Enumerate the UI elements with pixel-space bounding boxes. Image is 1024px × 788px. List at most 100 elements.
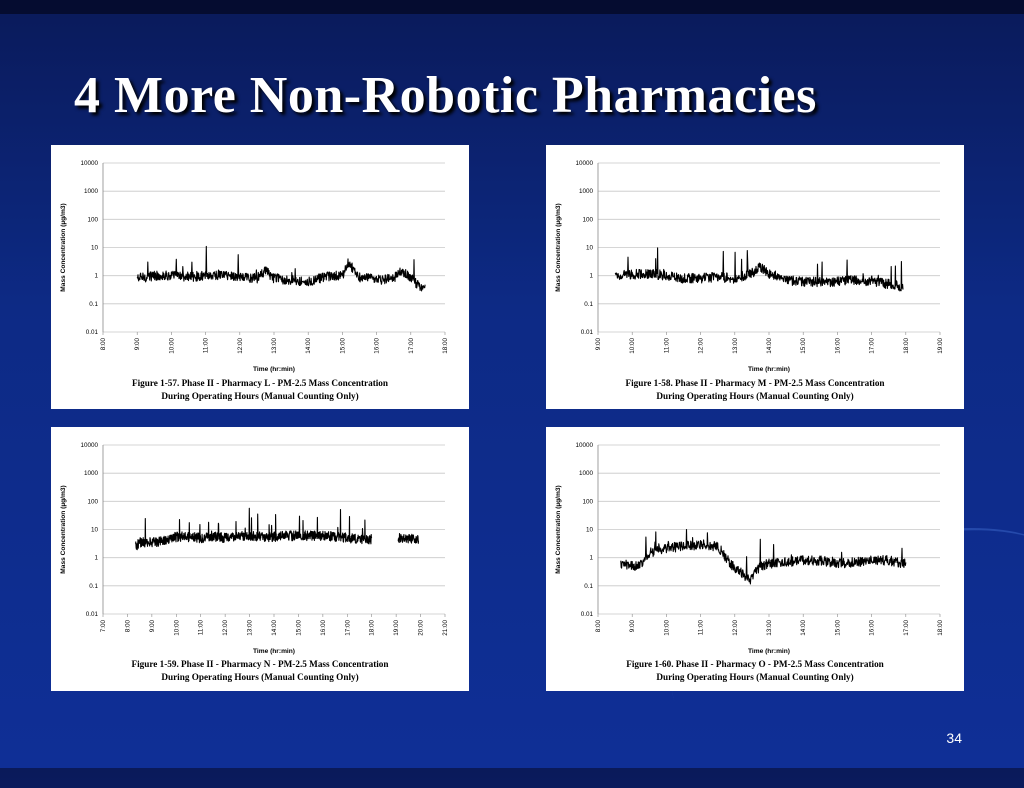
- y-tick-label: 0.01: [86, 611, 99, 618]
- top-bar: [0, 0, 1024, 14]
- caption-line-2: During Operating Hours (Manual Counting …: [656, 672, 854, 682]
- y-tick-label: 1: [589, 555, 593, 562]
- y-tick-label: 100: [87, 498, 98, 505]
- x-tick-label: 18:00: [903, 338, 910, 354]
- x-tick-label: 13:00: [732, 338, 739, 354]
- chart-panel-4: 10000 1000 100 10 1 0.1 0.01 8:00 9:00 10:00 11:00…: [546, 427, 964, 691]
- y-tick-label: 10: [586, 527, 594, 534]
- y-axis-label: Mass Concentration (µg/m3): [555, 485, 562, 573]
- x-tick-label: 14:00: [800, 620, 807, 636]
- y-tick-label: 0.01: [581, 611, 594, 618]
- x-tick-label: 19:00: [937, 338, 944, 354]
- chart-caption-1: Figure 1-57. Phase II - Pharmacy L - PM-…: [51, 377, 469, 403]
- caption-line-1: Figure 1-57. Phase II - Pharmacy L - PM-…: [131, 378, 389, 388]
- page-number: 34: [946, 730, 962, 746]
- chart-panel-3: 10000 1000 100 10 1 0.1 0.01 7:00 8:00 9:00 10:00 1…: [51, 427, 469, 691]
- y-tick-label: 100: [582, 498, 593, 505]
- y-tick-label: 0.1: [89, 301, 98, 308]
- y-tick-label: 10000: [575, 442, 593, 449]
- x-tick-label: 17:00: [408, 338, 415, 354]
- x-tick-label: 11:00: [698, 620, 705, 636]
- y-tick-label: 1: [94, 273, 98, 280]
- chart-svg-4: 10000 1000 100 10 1 0.1 0.018:00 9:00 10:00 11:00…: [555, 442, 944, 655]
- x-tick-label: 10:00: [629, 338, 636, 354]
- y-tick-label: 0.1: [584, 583, 593, 590]
- x-tick-label: 15:00: [800, 338, 807, 354]
- x-axis-label: Time (hr:min): [253, 648, 295, 655]
- y-axis-label: Mass Concentration (µg/m3): [555, 203, 562, 291]
- x-tick-label: 10:00: [168, 338, 175, 354]
- x-tick-label: 13:00: [271, 338, 278, 354]
- chart-panel-1: 10000 1000 100 10 1 0.1 0.01 8:00 9:00 10:00 11:00…: [51, 145, 469, 409]
- chart-panel-2: 10000 1000 100 10 1 0.1 0.01 9:00 10:00 11:00 12:0…: [546, 145, 964, 409]
- x-tick-label: 14:00: [766, 338, 773, 354]
- caption-line-2: During Operating Hours (Manual Counting …: [161, 672, 359, 682]
- x-tick-label: 21:00: [442, 620, 449, 636]
- x-tick-label: 11:00: [198, 620, 205, 636]
- caption-line-2: During Operating Hours (Manual Counting …: [656, 391, 854, 401]
- y-tick-label: 0.1: [584, 301, 593, 308]
- y-tick-label: 1000: [84, 470, 99, 477]
- x-tick-label: 7:00: [100, 620, 107, 633]
- caption-line-1: Figure 1-60. Phase II - Pharmacy O - PM-…: [626, 659, 884, 669]
- caption-line-1: Figure 1-59. Phase II - Pharmacy N - PM-…: [131, 659, 389, 669]
- y-tick-label: 0.01: [581, 329, 594, 336]
- y-tick-label: 10000: [80, 160, 98, 167]
- y-axis-label: Mass Concentration (µg/m3): [60, 203, 67, 291]
- chart-caption-2: Figure 1-58. Phase II - Pharmacy M - PM-…: [546, 377, 964, 403]
- chart-svg-1: 10000 1000 100 10 1 0.1 0.018:00 9:00 10:00 11:00…: [60, 160, 449, 373]
- y-tick-label: 10: [586, 245, 594, 252]
- x-tick-label: 17:00: [344, 620, 351, 636]
- y-tick-label: 100: [582, 216, 593, 223]
- y-tick-label: 1000: [579, 188, 594, 195]
- x-tick-label: 9:00: [629, 620, 636, 633]
- x-tick-label: 16:00: [320, 620, 327, 636]
- x-tick-label: 15:00: [295, 620, 302, 636]
- x-axis-label: Time (hr:min): [748, 648, 790, 655]
- x-tick-label: 11:00: [663, 338, 670, 354]
- x-tick-label: 18:00: [937, 620, 944, 636]
- x-tick-label: 15:00: [834, 620, 841, 636]
- x-tick-label: 16:00: [869, 620, 876, 636]
- x-tick-label: 19:00: [393, 620, 400, 636]
- y-tick-label: 0.01: [86, 329, 99, 336]
- chart-caption-3: Figure 1-59. Phase II - Pharmacy N - PM-…: [51, 658, 469, 684]
- x-tick-label: 10:00: [173, 620, 180, 636]
- chart-svg-2: 10000 1000 100 10 1 0.1 0.019:00 10:00 11:00 12:0…: [555, 160, 944, 373]
- y-tick-label: 10000: [575, 160, 593, 167]
- series-line-1: [136, 245, 426, 292]
- x-axis-label: Time (hr:min): [253, 366, 295, 373]
- x-tick-label: 14:00: [305, 338, 312, 354]
- x-tick-label: 11:00: [203, 338, 210, 354]
- x-tick-label: 12:00: [698, 338, 705, 354]
- x-tick-label: 13:00: [766, 620, 773, 636]
- chart-caption-4: Figure 1-60. Phase II - Pharmacy O - PM-…: [546, 658, 964, 684]
- series-line-2: [397, 533, 420, 544]
- series-line-1: [620, 528, 907, 585]
- x-tick-label: 15:00: [339, 338, 346, 354]
- x-tick-label: 9:00: [149, 620, 156, 633]
- x-tick-label: 9:00: [595, 338, 602, 351]
- y-tick-label: 1000: [579, 470, 594, 477]
- x-tick-label: 12:00: [222, 620, 229, 636]
- series-line-1: [614, 247, 904, 292]
- x-tick-label: 10:00: [663, 620, 670, 636]
- x-tick-label: 14:00: [271, 620, 278, 636]
- slide-title: 4 More Non-Robotic Pharmacies: [74, 67, 817, 124]
- x-tick-label: 13:00: [247, 620, 254, 636]
- x-tick-label: 18:00: [369, 620, 376, 636]
- x-tick-label: 8:00: [124, 620, 131, 633]
- y-tick-label: 1: [94, 555, 98, 562]
- y-tick-label: 10: [91, 245, 99, 252]
- series-line-1: [135, 507, 373, 551]
- x-tick-label: 12:00: [237, 338, 244, 354]
- y-tick-label: 10000: [80, 442, 98, 449]
- chart-svg-3: 10000 1000 100 10 1 0.1 0.017:00 8:00 9:00 10:00 1…: [60, 442, 449, 655]
- x-tick-label: 8:00: [595, 620, 602, 633]
- x-axis-label: Time (hr:min): [748, 366, 790, 373]
- x-tick-label: 16:00: [374, 338, 381, 354]
- x-tick-label: 8:00: [100, 338, 107, 351]
- x-tick-label: 18:00: [442, 338, 449, 354]
- y-tick-label: 1000: [84, 188, 99, 195]
- x-tick-label: 17:00: [903, 620, 910, 636]
